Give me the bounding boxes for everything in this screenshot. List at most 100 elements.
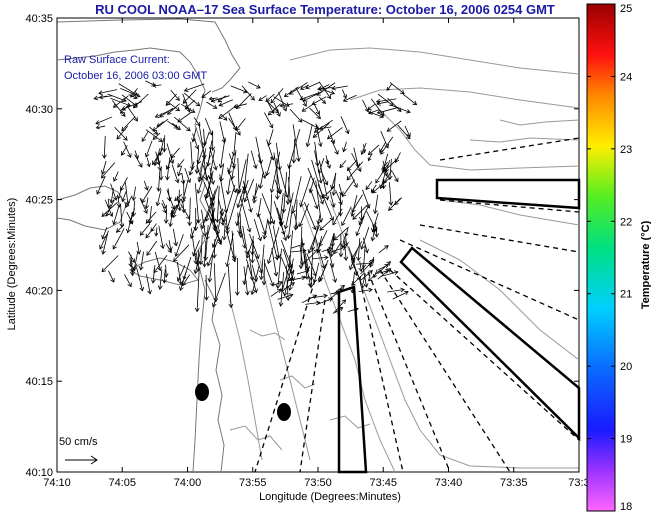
current-vector <box>223 184 236 222</box>
current-vector-head <box>210 201 215 206</box>
current-vector-head <box>286 234 292 240</box>
current-vector <box>120 203 123 228</box>
current-vector-head <box>207 278 213 283</box>
current-vector-head <box>291 159 297 164</box>
current-vector <box>253 183 258 203</box>
current-vector-head <box>299 202 304 208</box>
current-vector <box>201 90 212 98</box>
current-vector-head <box>121 105 127 111</box>
current-vector-head <box>158 151 164 157</box>
current-vector <box>361 227 370 250</box>
current-vector <box>356 262 373 265</box>
current-vector-head <box>150 227 155 232</box>
current-vector <box>351 240 363 260</box>
current-vector-head <box>325 160 330 165</box>
current-vector-head <box>321 264 326 269</box>
current-vector <box>145 197 149 209</box>
current-vector <box>165 209 168 224</box>
current-vector <box>367 103 376 111</box>
current-vector-head <box>123 136 128 141</box>
current-vector-head <box>404 290 409 296</box>
current-vector <box>331 139 339 155</box>
current-vector-head <box>335 290 341 295</box>
current-vector <box>102 227 108 240</box>
current-vector <box>317 213 321 225</box>
current-vector <box>306 253 317 277</box>
current-vector-head <box>203 176 209 181</box>
current-vector-head <box>318 276 324 282</box>
current-vector-head <box>287 286 293 291</box>
current-vector-head <box>294 224 300 229</box>
current-vector-head <box>244 291 250 296</box>
current-vector <box>141 185 153 203</box>
current-vector-head <box>152 160 157 166</box>
current-vector-head <box>186 126 191 132</box>
current-vector-head <box>176 276 182 282</box>
current-vector <box>360 259 375 275</box>
current-vector-head <box>234 291 240 296</box>
current-vector <box>155 151 160 165</box>
current-vector <box>184 167 191 183</box>
current-vector <box>264 262 274 287</box>
current-vector <box>174 193 183 201</box>
current-vector <box>155 227 158 236</box>
current-vector <box>287 176 291 203</box>
current-vector-head <box>158 137 163 142</box>
current-vector-head <box>101 267 107 273</box>
current-vector <box>192 133 199 149</box>
y-tick-label: 40:25 <box>25 195 53 207</box>
current-vector-head <box>351 208 356 213</box>
current-vector-head <box>229 175 235 180</box>
current-vector-head <box>301 275 306 281</box>
colorbar-tick-label: 18 <box>620 501 632 513</box>
y-tick-label: 40:15 <box>25 376 53 388</box>
current-vector-head <box>314 124 320 130</box>
current-vector-head <box>225 262 230 268</box>
current-vector <box>266 99 275 114</box>
current-vector-head <box>376 100 381 106</box>
current-vector <box>219 121 226 143</box>
current-vector <box>299 203 309 227</box>
current-vector <box>166 143 174 164</box>
current-vector-head <box>331 85 336 91</box>
current-vector-head <box>358 216 364 222</box>
current-vector-head <box>274 255 280 261</box>
current-vector <box>376 98 397 103</box>
current-vector-head <box>163 219 169 224</box>
current-vector-head <box>287 276 293 282</box>
current-vector-head <box>162 279 167 284</box>
current-vector-head <box>316 91 321 96</box>
x-tick-label: 74:05 <box>108 477 136 489</box>
coastline <box>56 18 241 473</box>
current-vector-head <box>324 255 329 260</box>
current-vector-head <box>305 142 311 148</box>
current-vector-head <box>192 251 197 257</box>
current-vector-head <box>189 165 195 171</box>
current-vector <box>173 116 191 132</box>
current-vector-head <box>186 107 191 113</box>
current-vector <box>357 238 361 261</box>
current-vector <box>165 264 167 278</box>
current-vector <box>288 129 301 169</box>
current-vector-head <box>202 262 207 268</box>
current-vector <box>309 295 328 299</box>
current-vector <box>339 160 347 168</box>
current-vector <box>271 248 277 276</box>
current-vector <box>132 200 136 217</box>
current-vector-head <box>231 151 237 157</box>
current-vector-head <box>154 232 159 237</box>
current-vector <box>366 211 377 232</box>
current-vector <box>183 92 200 107</box>
current-vector <box>96 175 106 195</box>
current-vector-head <box>127 282 132 288</box>
current-vector-head <box>339 191 344 196</box>
current-vector <box>249 233 259 259</box>
current-vector-head <box>133 91 138 96</box>
current-vector <box>237 159 247 195</box>
current-vector-head <box>312 278 318 284</box>
current-vector <box>305 81 321 89</box>
y-axis: 40:35 40:30 40:25 40:20 40:15 40:10 <box>25 13 579 479</box>
current-vector-head <box>210 146 216 152</box>
current-vector <box>190 141 193 170</box>
current-vector-head <box>330 184 335 190</box>
